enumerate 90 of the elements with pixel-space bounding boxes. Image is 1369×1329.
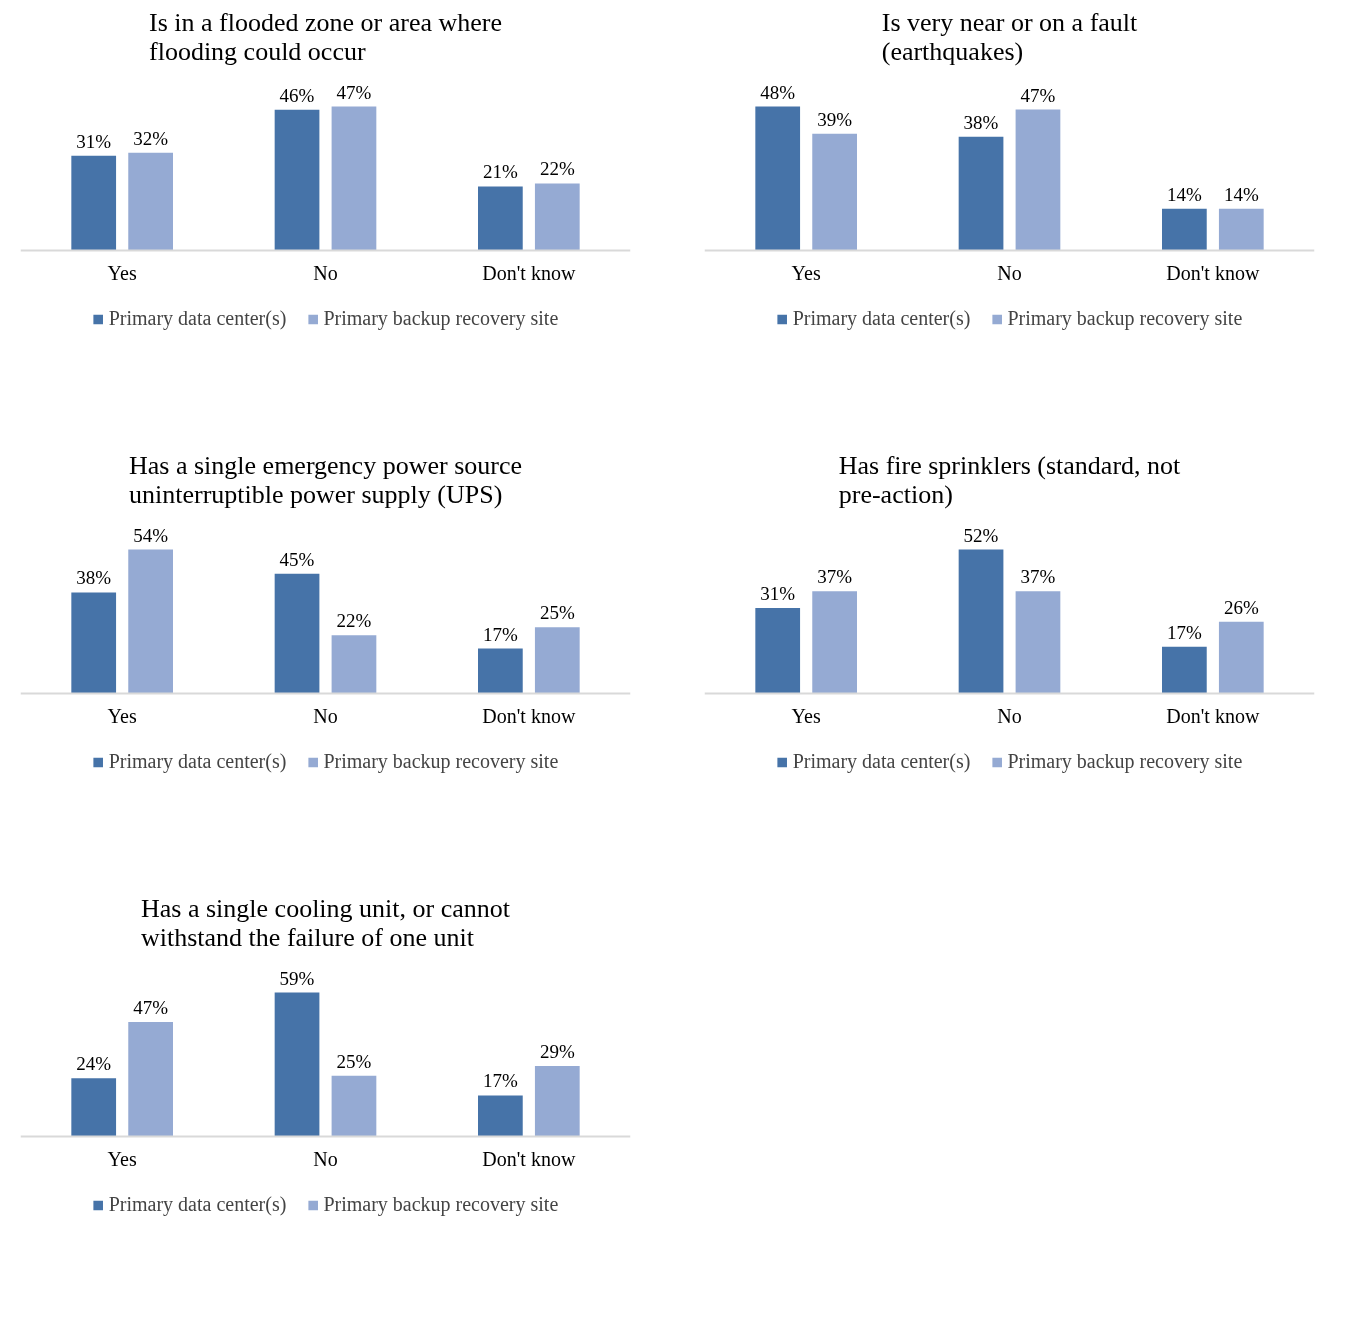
chart-title: Has fire sprinklers (standard, not pre-action): [838, 450, 1182, 509]
bar: [274, 573, 320, 694]
legend-label: Primary backup recovery site: [323, 307, 559, 330]
bar: [71, 1078, 117, 1137]
bar: [274, 109, 320, 251]
x-tick-label: Don't know: [482, 1147, 576, 1170]
legend-label: Primary data center(s): [108, 1193, 287, 1216]
bar: [534, 183, 580, 251]
x-tick-label: No: [997, 704, 1022, 727]
bar: [331, 106, 377, 251]
data-label: 59%: [279, 967, 315, 989]
data-label: 22%: [539, 158, 575, 180]
data-label: 26%: [1223, 596, 1259, 618]
bar: [1218, 621, 1264, 694]
data-label: 25%: [336, 1050, 372, 1072]
legend-label: Primary data center(s): [108, 307, 287, 330]
chart-title: Has a single emergency power source uninterruptible power supply (UPS): [129, 450, 522, 509]
chart-title: Has a single cooling unit, or cannot withstand the failure of one unit: [141, 893, 511, 952]
x-tick-label: Don't know: [482, 704, 576, 727]
data-label: 25%: [539, 602, 575, 624]
legend-label: Primary data center(s): [108, 750, 287, 773]
bar: [958, 136, 1004, 251]
bar: [71, 155, 117, 251]
x-tick-label: Yes: [107, 261, 137, 284]
x-tick-label: No: [313, 704, 338, 727]
data-label: 24%: [76, 1053, 112, 1075]
bar: [478, 186, 523, 251]
data-label: 38%: [76, 567, 112, 589]
data-label: 54%: [133, 524, 169, 546]
data-label: 22%: [336, 610, 372, 632]
bar: [478, 648, 523, 694]
data-label: 39%: [817, 108, 853, 130]
x-tick-label: Don't know: [1166, 261, 1260, 284]
bar: [1015, 109, 1061, 251]
x-tick-label: No: [313, 261, 338, 284]
bar: [128, 1021, 173, 1137]
legend-label: Primary data center(s): [792, 750, 971, 773]
bar: [812, 133, 857, 251]
data-label: 31%: [760, 582, 796, 604]
data-label: 47%: [1020, 84, 1056, 106]
data-label: 37%: [817, 566, 853, 588]
x-tick-label: Don't know: [482, 261, 576, 284]
chart-title: Is in a flooded zone or area where flooding could occur: [149, 7, 502, 66]
x-tick-label: No: [997, 261, 1022, 284]
bar: [958, 549, 1004, 694]
x-tick-label: Don't know: [1166, 704, 1260, 727]
bar: [755, 106, 801, 251]
data-label: 29%: [539, 1041, 575, 1063]
bar: [478, 1095, 523, 1137]
data-label: 52%: [963, 524, 999, 546]
bar: [128, 549, 173, 694]
data-label: 45%: [279, 548, 315, 570]
bar: [1015, 591, 1061, 694]
data-label: 17%: [1166, 621, 1202, 643]
data-label: 14%: [1223, 183, 1259, 205]
bar: [1218, 208, 1264, 251]
legend-label: Primary backup recovery site: [1007, 307, 1243, 330]
bar: [331, 635, 377, 694]
data-label: 14%: [1166, 183, 1202, 205]
data-label: 48%: [760, 81, 796, 103]
data-label: 31%: [76, 130, 112, 152]
x-tick-label: No: [313, 1147, 338, 1170]
chart-title: Is very near or on a fault (earthquakes): [881, 7, 1139, 66]
bar: [274, 992, 320, 1137]
data-label: 17%: [482, 1070, 518, 1092]
data-label: 32%: [133, 127, 169, 149]
legend-label: Primary backup recovery site: [1007, 750, 1243, 773]
x-tick-label: Yes: [107, 704, 137, 727]
data-label: 38%: [963, 111, 999, 133]
data-label: 47%: [133, 996, 169, 1018]
legend-label: Primary backup recovery site: [323, 750, 559, 773]
bar: [71, 592, 117, 694]
x-tick-label: Yes: [107, 1147, 137, 1170]
data-label: 21%: [482, 161, 518, 183]
data-label: 47%: [336, 81, 372, 103]
bar: [812, 591, 857, 694]
data-label: 17%: [482, 623, 518, 645]
bar: [1162, 646, 1207, 694]
bar: [331, 1075, 377, 1137]
legend-label: Primary backup recovery site: [323, 1193, 559, 1216]
bar: [534, 627, 580, 694]
data-label: 46%: [279, 84, 315, 106]
bar: [1162, 208, 1207, 251]
x-tick-label: Yes: [791, 704, 821, 727]
data-label: 37%: [1020, 566, 1056, 588]
bar: [128, 152, 173, 251]
legend-label: Primary data center(s): [792, 307, 971, 330]
bar: [534, 1066, 580, 1137]
bar: [755, 607, 801, 694]
x-tick-label: Yes: [791, 261, 821, 284]
